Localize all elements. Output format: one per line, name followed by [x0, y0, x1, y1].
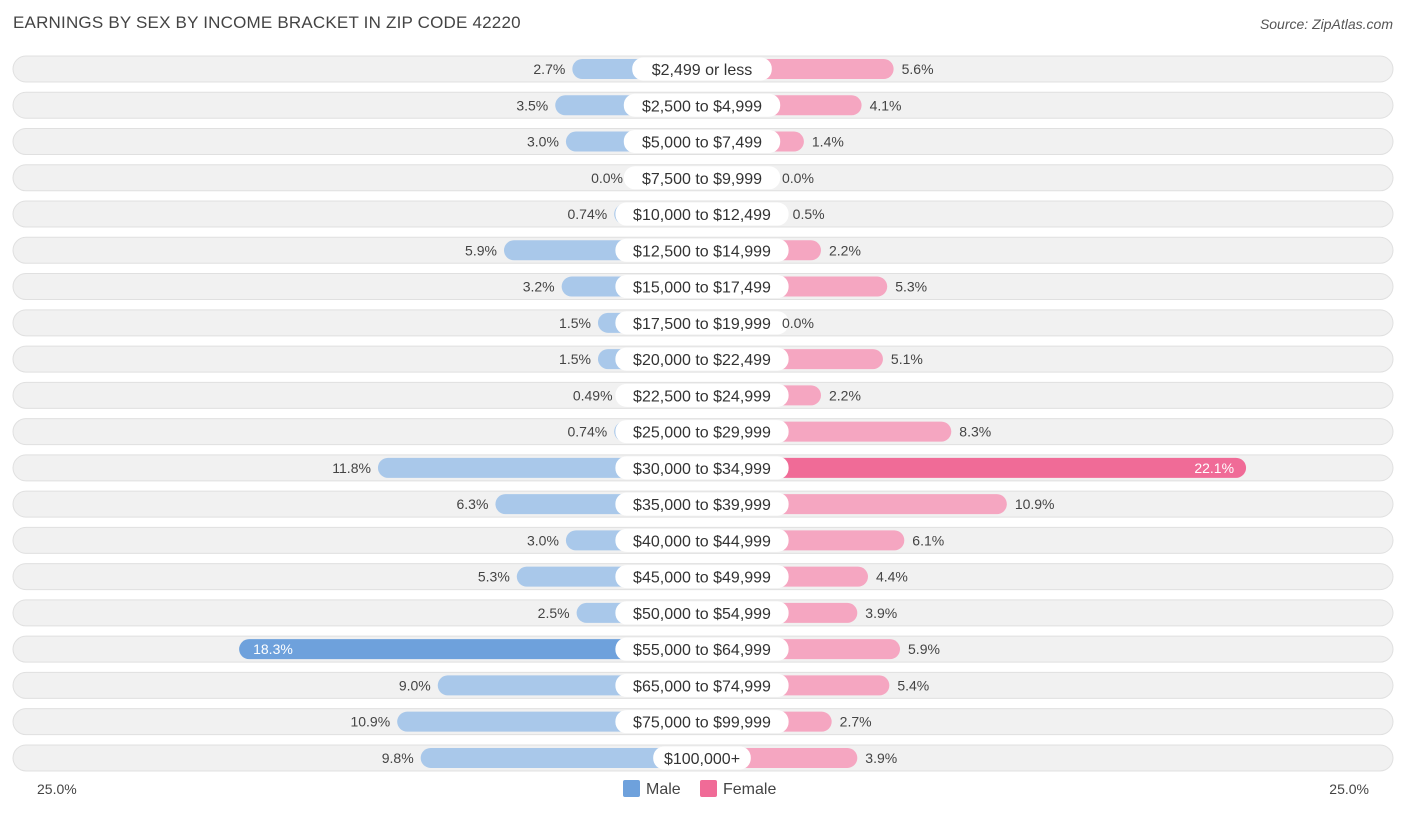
female-value-label: 2.7% [840, 714, 872, 730]
category-pill [615, 275, 789, 299]
legend-label-female: Female [723, 781, 776, 798]
female-value-label: 5.4% [897, 677, 929, 693]
category-pill [632, 57, 772, 81]
category-label: $17,500 to $19,999 [633, 316, 771, 333]
category-label: $35,000 to $39,999 [633, 497, 771, 514]
male-value-label: 5.9% [465, 242, 497, 258]
male-value-label: 11.8% [332, 460, 371, 476]
category-label: $15,000 to $17,499 [633, 280, 771, 297]
male-value-label: 3.5% [516, 97, 548, 113]
male-value-label: 3.0% [527, 532, 559, 548]
axis-left-label: 25.0% [37, 781, 77, 797]
female-value-label: 2.2% [829, 387, 861, 403]
category-label: $100,000+ [664, 751, 740, 768]
female-value-label: 22.1% [1194, 460, 1234, 476]
female-value-label: 6.1% [912, 532, 944, 548]
male-bar [420, 747, 702, 768]
category-label: $45,000 to $49,999 [633, 570, 771, 587]
male-value-label: 2.7% [533, 61, 565, 77]
male-bar [239, 639, 702, 660]
female-value-label: 0.5% [793, 206, 825, 222]
male-value-label: 10.9% [350, 714, 390, 730]
category-pill [615, 492, 789, 516]
category-label: $40,000 to $44,999 [633, 533, 771, 550]
female-value-label: 4.1% [870, 97, 902, 113]
female-value-label: 10.9% [1015, 496, 1055, 512]
category-label: $65,000 to $74,999 [633, 678, 771, 695]
male-value-label: 3.2% [523, 279, 555, 295]
male-value-label: 3.0% [527, 134, 559, 150]
category-label: $5,000 to $7,499 [642, 135, 762, 152]
legend-swatch-male [623, 780, 640, 797]
category-pill [615, 383, 789, 407]
male-value-label: 0.49% [573, 387, 613, 403]
category-pill [615, 601, 789, 625]
legend-swatch-female [700, 780, 717, 797]
category-label: $22,500 to $24,999 [633, 388, 771, 405]
category-pill [653, 746, 751, 770]
category-pill [615, 420, 789, 444]
category-pill [623, 93, 781, 117]
category-label: $30,000 to $34,999 [633, 461, 771, 478]
male-value-label: 1.5% [559, 315, 591, 331]
category-pill [615, 528, 789, 552]
category-pill [615, 710, 789, 734]
female-value-label: 3.9% [865, 750, 897, 766]
female-value-label: 2.2% [829, 242, 861, 258]
category-pill [615, 673, 789, 697]
category-pill [615, 456, 789, 480]
chart-title: EARNINGS BY SEX BY INCOME BRACKET IN ZIP… [13, 13, 521, 32]
female-value-label: 4.4% [876, 569, 908, 585]
male-value-label: 9.0% [399, 677, 431, 693]
male-value-label: 0.74% [567, 206, 607, 222]
category-label: $2,500 to $4,999 [642, 98, 762, 115]
male-value-label: 18.3% [253, 641, 293, 657]
axis-right-label: 25.0% [1329, 781, 1369, 797]
category-label: $75,000 to $99,999 [633, 715, 771, 732]
female-value-label: 8.3% [959, 424, 991, 440]
category-label: $2,499 or less [652, 62, 753, 79]
category-pill [615, 347, 789, 371]
male-value-label: 0.0% [591, 170, 623, 186]
category-pill [623, 130, 781, 154]
category-pill [623, 166, 781, 190]
male-value-label: 1.5% [559, 351, 591, 367]
female-value-label: 0.0% [782, 315, 814, 331]
category-label: $7,500 to $9,999 [642, 171, 762, 188]
male-value-label: 9.8% [382, 750, 414, 766]
male-value-label: 6.3% [457, 496, 489, 512]
category-pill [615, 202, 789, 226]
category-label: $10,000 to $12,499 [633, 207, 771, 224]
female-value-label: 5.9% [908, 641, 940, 657]
female-bar [702, 457, 1247, 478]
category-label: $20,000 to $22,499 [633, 352, 771, 369]
female-value-label: 0.0% [782, 170, 814, 186]
female-value-label: 5.6% [902, 61, 934, 77]
legend-label-male: Male [646, 781, 681, 798]
male-value-label: 2.5% [538, 605, 570, 621]
female-value-label: 3.9% [865, 605, 897, 621]
male-value-label: 5.3% [478, 569, 510, 585]
category-label: $55,000 to $64,999 [633, 642, 771, 659]
chart-source: Source: ZipAtlas.com [1259, 16, 1393, 32]
category-pill [615, 311, 789, 335]
category-label: $25,000 to $29,999 [633, 425, 771, 442]
female-value-label: 5.3% [895, 279, 927, 295]
category-pill [615, 565, 789, 589]
category-pill [615, 637, 789, 661]
category-label: $12,500 to $14,999 [633, 243, 771, 260]
category-pill [615, 238, 789, 262]
female-value-label: 1.4% [812, 134, 844, 150]
female-value-label: 5.1% [891, 351, 923, 367]
male-value-label: 0.74% [567, 424, 607, 440]
category-label: $50,000 to $54,999 [633, 606, 771, 623]
